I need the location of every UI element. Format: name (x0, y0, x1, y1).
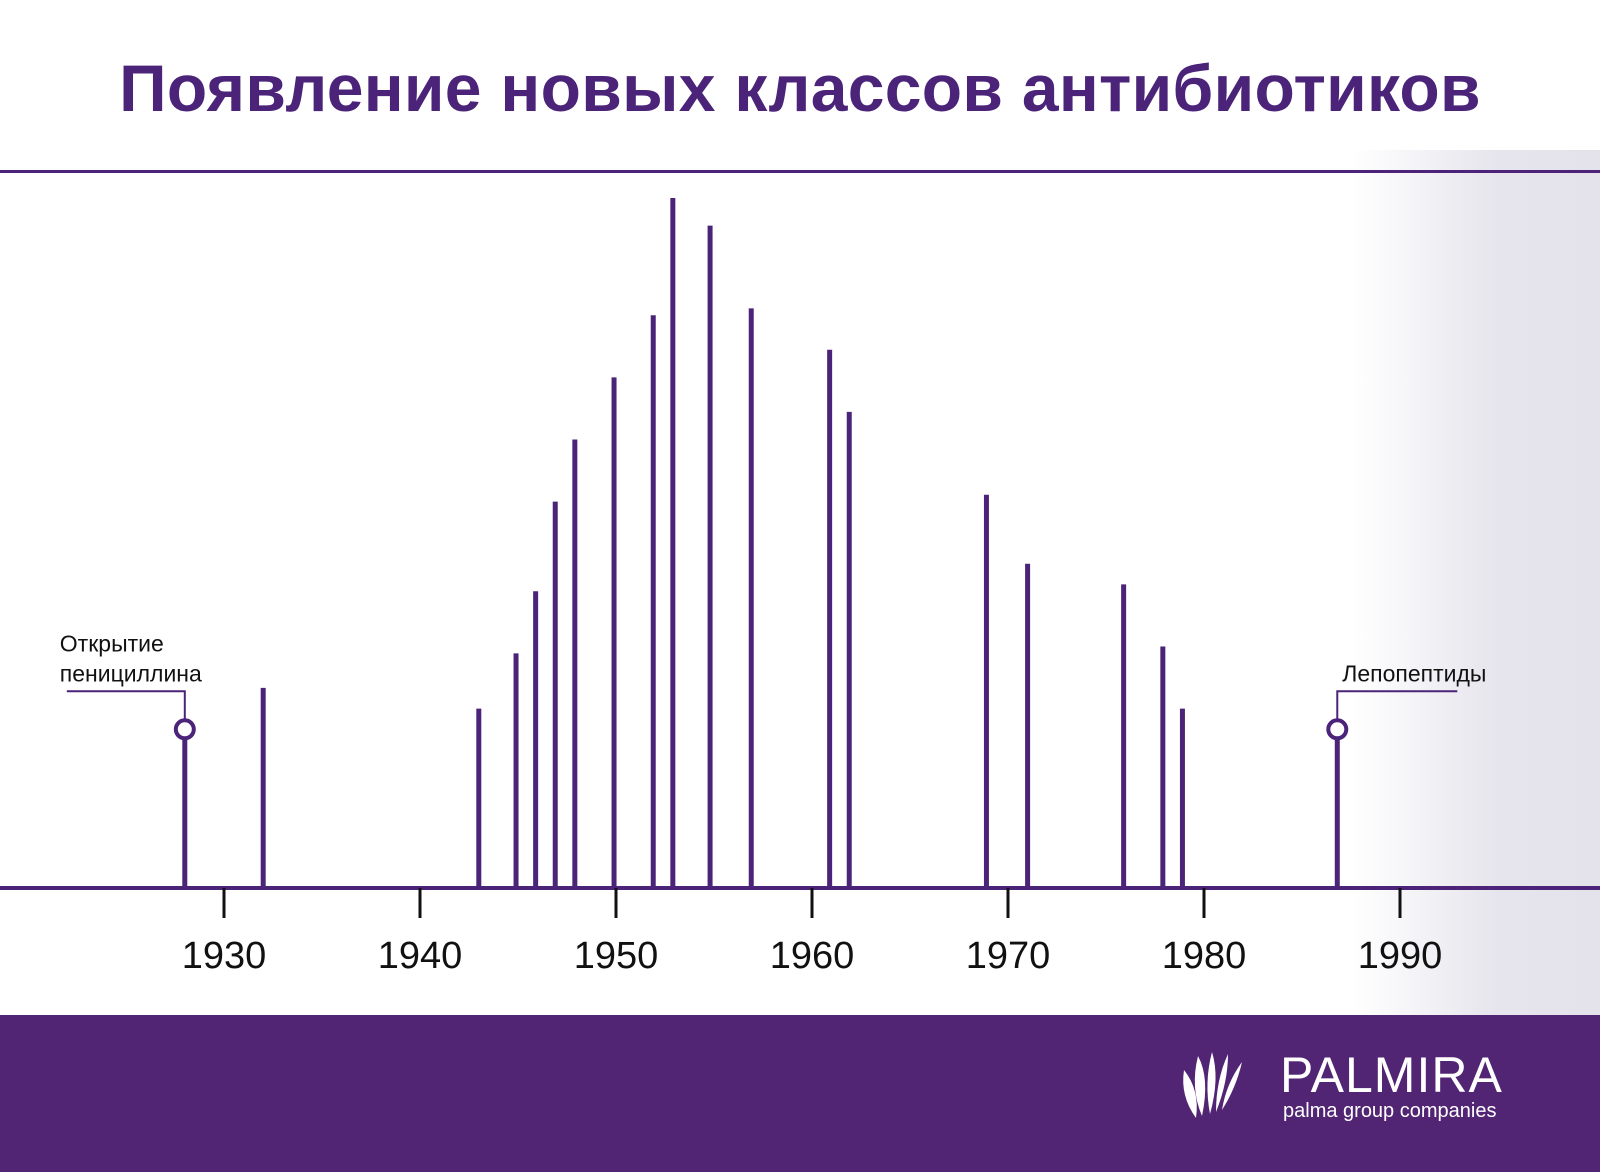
annotation-marker (1326, 718, 1349, 741)
x-tick-label: 1940 (378, 935, 463, 977)
x-tick-label: 1980 (1162, 935, 1247, 977)
annotation-label: пенициллина (60, 660, 202, 686)
palm-leaf-icon (1183, 1052, 1242, 1118)
annotation-label: Открытие (60, 630, 164, 656)
footer-band (0, 1015, 1600, 1172)
annotation-leader (1336, 690, 1458, 720)
title-divider (0, 170, 1600, 173)
x-tick-label: 1990 (1358, 935, 1443, 977)
background-fade (1352, 150, 1600, 1015)
annotation-leader (66, 690, 186, 720)
x-tick-label: 1970 (966, 935, 1051, 977)
x-tick-label: 1930 (182, 935, 267, 977)
page-title: Появление новых классов антибиотиков (119, 51, 1481, 125)
x-tick-label: 1960 (770, 935, 855, 977)
annotation-marker (173, 718, 196, 741)
palmira-logo (1183, 1052, 1242, 1118)
annotation-label: Лепопептиды (1342, 660, 1486, 686)
logo-tagline: palma group companies (1283, 1100, 1497, 1122)
logo-name: PALMIRA (1280, 1047, 1503, 1103)
timeline-chart: 1930 1940 1950 1960 1970 1980 1990 Открытие пени… (0, 198, 1600, 977)
x-tick-label: 1950 (574, 935, 659, 977)
